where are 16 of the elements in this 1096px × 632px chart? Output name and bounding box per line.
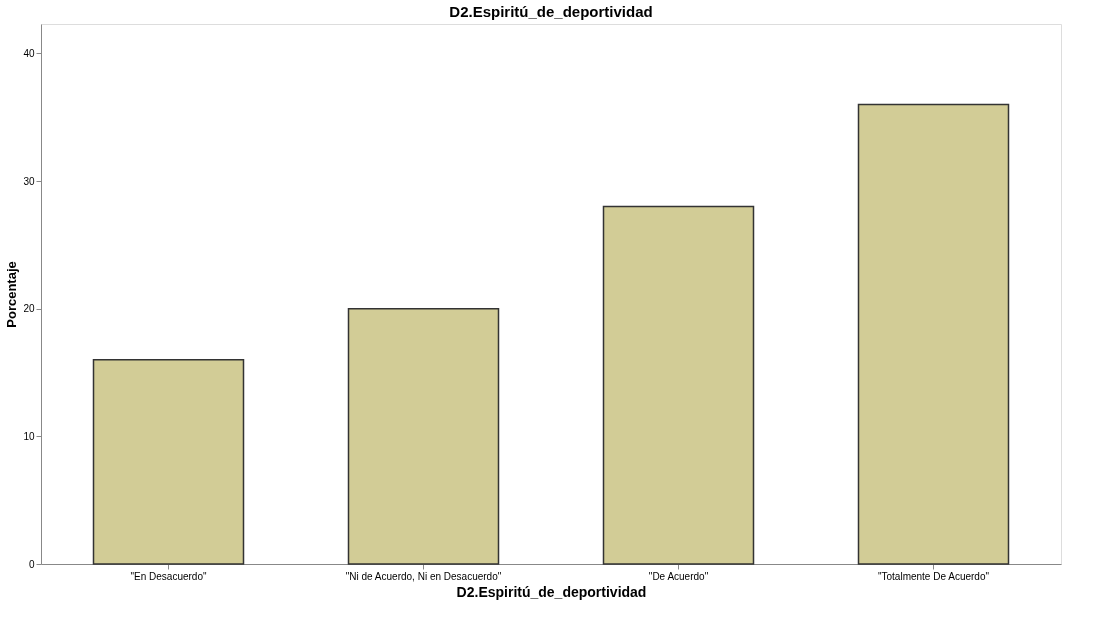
x-tick-label: "En Desacuerdo" xyxy=(130,570,207,582)
bar xyxy=(857,103,1010,565)
y-tick-label: 0 xyxy=(28,558,35,570)
y-tick-label: 30 xyxy=(23,175,35,187)
x-tick-label: "Totalmente De Acuerdo" xyxy=(877,570,990,582)
bar xyxy=(347,307,500,565)
bar xyxy=(92,358,245,565)
bar xyxy=(602,205,755,565)
y-tick-label: 40 xyxy=(23,47,35,59)
y-tick-label: 10 xyxy=(23,430,35,442)
chart-title: D2.Espiritú_de_deportividad xyxy=(449,3,653,20)
y-axis-title: Porcentaje xyxy=(4,261,20,328)
x-tick-label: "Ni de Acuerdo, Ni en Desacuerdo" xyxy=(345,570,502,582)
x-axis-title: D2.Espiritú_de_deportividad xyxy=(456,583,647,600)
y-tick-label: 20 xyxy=(23,303,35,315)
x-tick-label: "De Acuerdo" xyxy=(648,570,709,582)
